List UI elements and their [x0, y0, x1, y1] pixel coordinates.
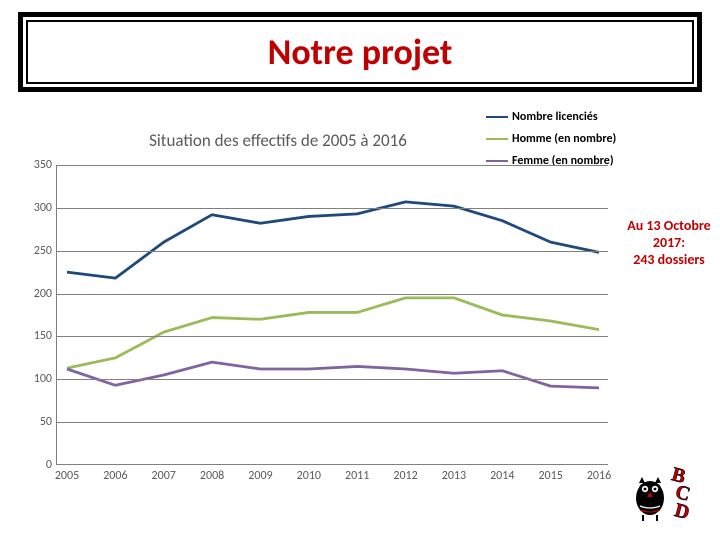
legend-item: Nombre licenciés [486, 110, 656, 124]
y-axis-label: 0 [22, 458, 52, 472]
owl-icon [636, 477, 664, 521]
plot-area: 0501001502002503003502005200620072008200… [56, 165, 608, 465]
x-axis-label: 2010 [297, 469, 321, 483]
gridline [57, 251, 608, 252]
series-line [67, 202, 599, 278]
x-axis-label: 2009 [248, 469, 272, 483]
x-axis-label: 2011 [345, 469, 369, 483]
gridline [57, 294, 608, 295]
series-line [67, 362, 599, 388]
chart-area: Situation des effectifs de 2005 à 2016 N… [18, 110, 618, 510]
title-frame: Notre projet [18, 12, 702, 92]
legend-item: Homme (en nombre) [486, 132, 656, 146]
gridline [57, 336, 608, 337]
logo: B C D [628, 456, 700, 528]
series-line [67, 298, 599, 368]
y-axis-label: 100 [22, 372, 52, 386]
x-axis-label: 2015 [538, 469, 562, 483]
gridline [57, 379, 608, 380]
legend-swatch [486, 160, 508, 163]
legend-swatch [486, 138, 508, 141]
y-axis-label: 150 [22, 329, 52, 343]
annotation-line: 2017: [620, 235, 718, 252]
chart-title: Situation des effectifs de 2005 à 2016 [18, 130, 538, 151]
title-frame-inner: Notre projet [26, 20, 694, 84]
annotation: Au 13 Octobre2017:243 dossiers [620, 218, 718, 268]
y-axis-label: 200 [22, 287, 52, 301]
svg-text:D: D [672, 499, 692, 524]
x-axis-label: 2005 [55, 469, 79, 483]
x-axis-label: 2006 [103, 469, 127, 483]
y-axis-label: 350 [22, 158, 52, 172]
legend-swatch [486, 116, 508, 119]
logo-letters: B C D [661, 463, 700, 524]
x-axis-label: 2012 [393, 469, 417, 483]
gridline [57, 422, 608, 423]
x-axis-label: 2016 [587, 469, 611, 483]
legend-label: Homme (en nombre) [512, 132, 616, 146]
annotation-line: Au 13 Octobre [620, 218, 718, 235]
x-axis-label: 2008 [200, 469, 224, 483]
y-axis-label: 300 [22, 201, 52, 215]
x-axis-label: 2014 [490, 469, 514, 483]
x-axis-label: 2013 [442, 469, 466, 483]
series-svg [57, 165, 609, 465]
y-axis-label: 250 [22, 244, 52, 258]
gridline [57, 208, 608, 209]
x-axis-label: 2007 [152, 469, 176, 483]
gridline [57, 165, 608, 166]
annotation-line: 243 dossiers [620, 252, 718, 269]
legend-label: Nombre licenciés [512, 110, 598, 124]
y-axis-label: 50 [22, 415, 52, 429]
page-title: Notre projet [268, 30, 453, 74]
